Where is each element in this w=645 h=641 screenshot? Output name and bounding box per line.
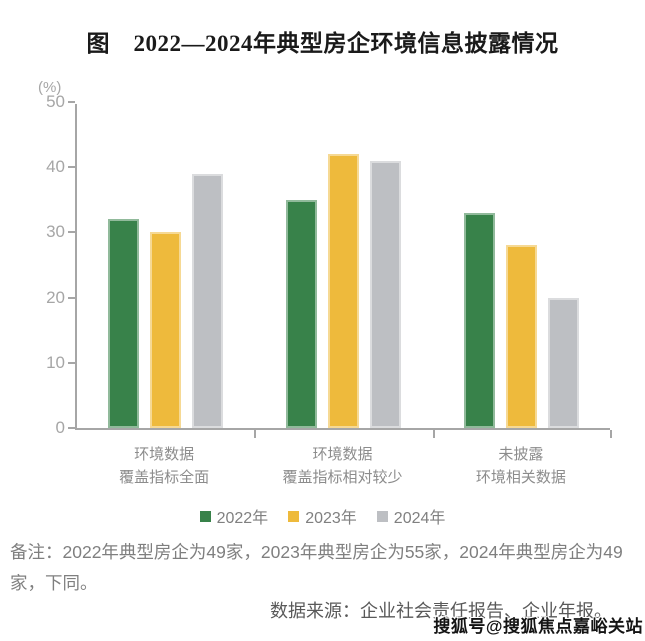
- category-label-line: 未披露: [498, 446, 544, 463]
- category-label-line: 覆盖指标相对较少: [282, 469, 403, 486]
- y-tick-label: 10: [46, 352, 65, 372]
- legend-label: 2024年: [393, 510, 446, 527]
- y-tick-label: 0: [55, 418, 65, 437]
- y-tick-mark: [68, 231, 75, 234]
- x-tick-mark: [610, 430, 612, 438]
- bar-2024年: [370, 160, 401, 428]
- x-tick-mark: [432, 430, 435, 438]
- chart-title: 图 2022—2024年典型房企环境信息披露情况: [86, 31, 559, 56]
- footnote: 备注：2022年典型房企为49家，2023年典型房企为55家，2024年典型房企…: [10, 542, 623, 593]
- y-tick-mark: [68, 101, 75, 103]
- legend-label: 2022年: [216, 510, 269, 527]
- category-label: 环境数据覆盖指标全面: [75, 443, 253, 489]
- category-label-line: 环境数据: [312, 446, 373, 463]
- bar-groups: [77, 104, 610, 428]
- y-tick-mark: [68, 427, 75, 429]
- bar-group: [432, 104, 610, 428]
- bar-2023年: [328, 154, 359, 428]
- category-label-line: 环境数据: [134, 446, 195, 463]
- y-tick-label: 50: [46, 92, 65, 111]
- category-label: 未披露 环境相关数据: [432, 443, 610, 489]
- legend-item-2024年: 2024年: [376, 504, 446, 528]
- y-tick-mark: [68, 166, 75, 169]
- bar-2024年: [547, 297, 579, 428]
- bar-group: [77, 104, 255, 428]
- x-tick-mark: [254, 430, 257, 438]
- legend-item-2023年: 2023年: [288, 504, 357, 528]
- y-axis-unit-label: (%): [38, 79, 62, 96]
- watermark: 搜狐号@搜狐焦点嘉峪关站: [433, 617, 643, 636]
- legend: 2022年 2023年 2024年: [0, 504, 645, 528]
- y-tick-label: 20: [46, 287, 65, 307]
- legend-label: 2023年: [305, 510, 357, 527]
- plot-area: 0 10 20 30 40 50: [46, 92, 612, 438]
- y-tick-mark: [68, 361, 75, 364]
- legend-item-2022年: 2022年: [199, 504, 269, 528]
- legend-swatch: [288, 510, 300, 522]
- bar-2023年: [505, 245, 537, 428]
- category-label-line: 覆盖指标全面: [119, 469, 210, 486]
- category-label-line: 环境相关数据: [475, 469, 566, 486]
- bar-2022年: [108, 219, 140, 428]
- y-tick-label: 30: [46, 222, 65, 242]
- data-source-line: 数据来源：企业社会责任报告、企业年报。: [270, 601, 612, 621]
- y-tick-label: 40: [46, 157, 65, 177]
- bar-2022年: [286, 199, 317, 428]
- bar-2024年: [192, 173, 224, 428]
- y-tick-mark: [68, 296, 75, 299]
- category-label: 环境数据覆盖指标相对较少: [253, 443, 431, 489]
- legend-swatch: [199, 510, 211, 522]
- bar-group: [255, 104, 433, 428]
- x-axis-category-labels: 环境数据 覆盖指标全面 环境数据 覆盖指标相对较少 未披露 环境相关数据: [75, 443, 610, 489]
- bar-2023年: [150, 232, 182, 428]
- bar-2022年: [463, 212, 495, 428]
- legend-swatch: [376, 510, 388, 522]
